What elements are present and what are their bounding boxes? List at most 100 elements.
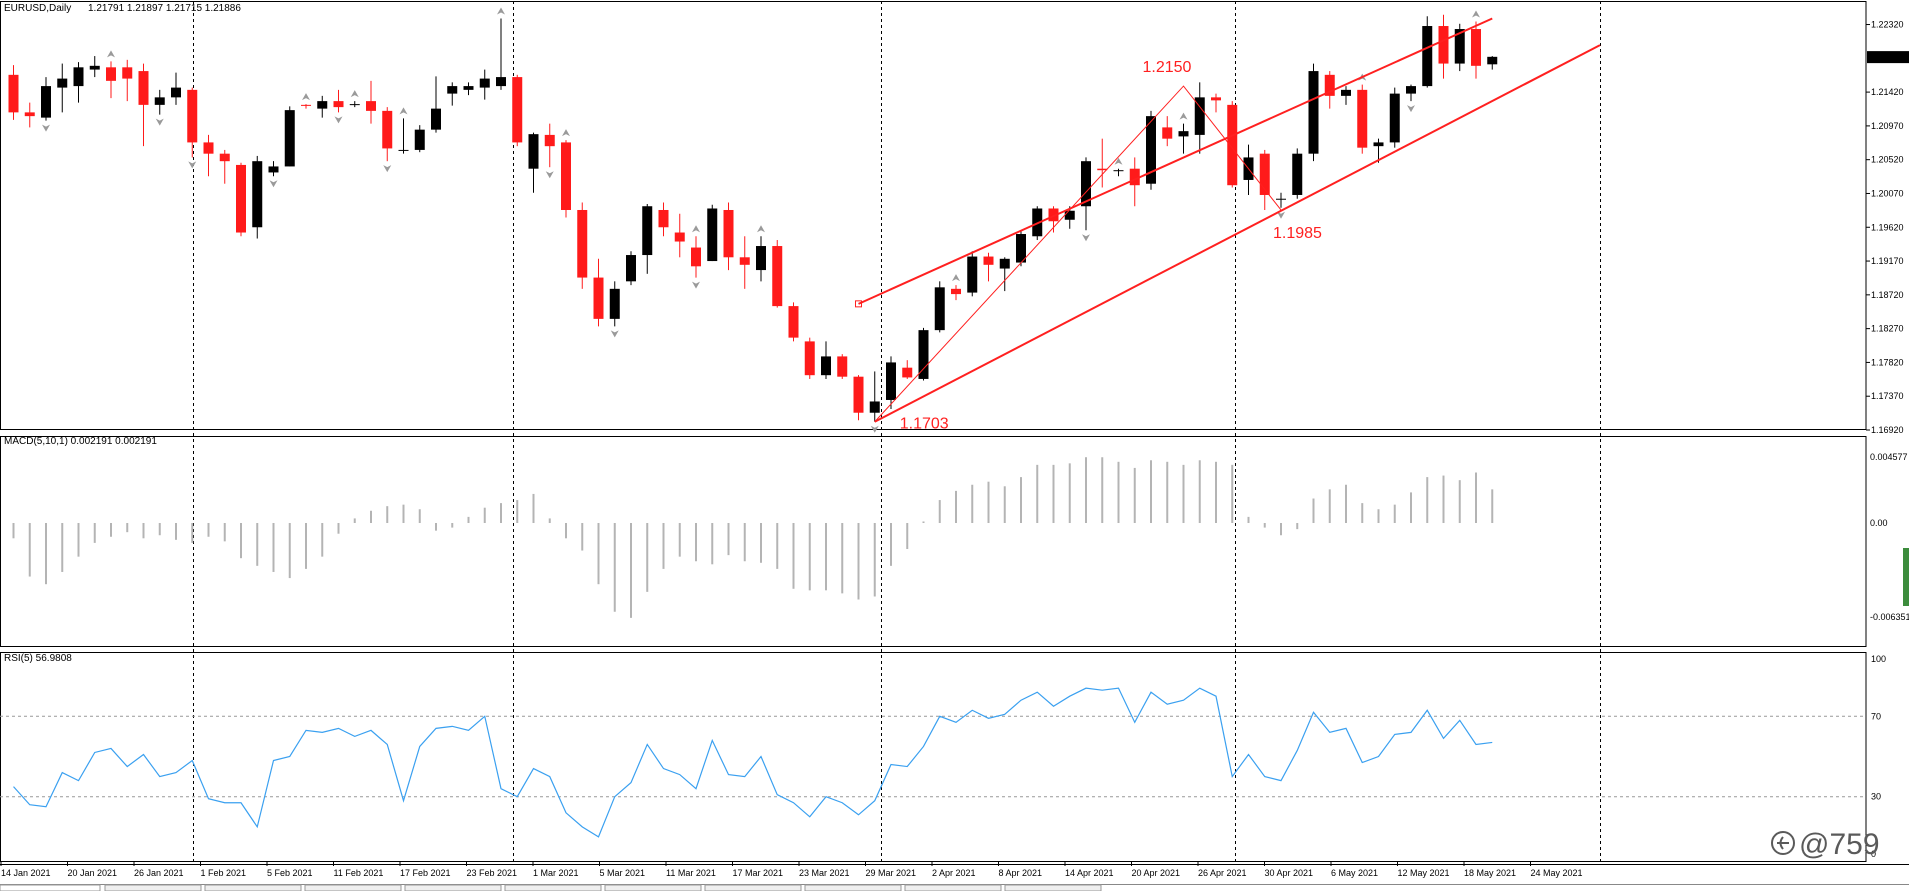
candle[interactable] — [1292, 148, 1303, 199]
candle[interactable] — [1178, 123, 1189, 154]
candle[interactable] — [57, 63, 68, 113]
candle[interactable] — [154, 89, 165, 115]
candle[interactable] — [187, 87, 198, 158]
candle[interactable] — [203, 134, 214, 177]
candle[interactable] — [1259, 149, 1270, 210]
candle[interactable] — [349, 101, 360, 108]
candle[interactable] — [41, 77, 51, 121]
candle[interactable] — [1422, 16, 1433, 88]
candle[interactable] — [1406, 84, 1416, 102]
candle[interactable] — [886, 356, 896, 409]
candle[interactable] — [918, 327, 929, 381]
candle[interactable] — [284, 106, 295, 167]
candle[interactable] — [496, 18, 506, 90]
candle[interactable] — [772, 240, 783, 308]
candle[interactable] — [658, 202, 669, 237]
candle[interactable] — [1146, 110, 1156, 190]
candle[interactable] — [366, 80, 376, 124]
candle[interactable] — [788, 302, 799, 342]
chart-tab[interactable] — [904, 884, 1002, 892]
channel-anchor[interactable] — [855, 300, 862, 308]
candle[interactable] — [171, 72, 181, 105]
candle[interactable] — [1227, 101, 1238, 188]
candle[interactable] — [479, 69, 490, 100]
candle[interactable] — [268, 161, 279, 177]
candle[interactable] — [691, 236, 701, 278]
channel-lower-line[interactable] — [874, 44, 1601, 423]
candle[interactable] — [951, 285, 961, 301]
chart-tab[interactable] — [404, 884, 502, 892]
chart-tab[interactable] — [0, 884, 101, 892]
candle[interactable] — [707, 204, 718, 262]
candle[interactable] — [593, 258, 604, 327]
candle[interactable] — [1487, 56, 1498, 70]
candle[interactable] — [609, 281, 620, 327]
channel-upper-line[interactable] — [858, 17, 1493, 305]
candle[interactable] — [674, 213, 685, 258]
candle[interactable] — [1389, 87, 1400, 148]
chart-tab[interactable] — [204, 884, 302, 892]
candle[interactable] — [561, 140, 571, 218]
candle[interactable] — [1194, 82, 1205, 154]
candle[interactable] — [869, 371, 880, 422]
chart-tab[interactable] — [104, 884, 202, 892]
chart-tab[interactable] — [504, 884, 602, 892]
candle[interactable] — [1162, 116, 1173, 147]
candle[interactable] — [1357, 84, 1368, 154]
candle[interactable] — [138, 63, 149, 147]
candle[interactable] — [853, 375, 864, 421]
candle[interactable] — [642, 203, 653, 274]
candle[interactable] — [999, 257, 1010, 292]
candle[interactable] — [447, 82, 458, 106]
candle[interactable] — [73, 62, 84, 103]
candle[interactable] — [1373, 138, 1384, 163]
scrollbar-handle[interactable] — [1903, 548, 1909, 606]
candle[interactable] — [1211, 93, 1221, 113]
candle[interactable] — [512, 74, 523, 147]
candle[interactable] — [739, 236, 750, 289]
candle[interactable] — [301, 104, 311, 109]
candle[interactable] — [934, 281, 945, 333]
chart-tab[interactable] — [704, 884, 802, 892]
candle[interactable] — [122, 59, 133, 102]
candle[interactable] — [544, 123, 555, 168]
candle[interactable] — [804, 337, 815, 379]
candle[interactable] — [236, 162, 246, 237]
candle[interactable] — [1016, 230, 1026, 267]
candle[interactable] — [837, 354, 848, 379]
candle[interactable] — [1471, 21, 1481, 79]
candle[interactable] — [333, 89, 344, 113]
candle[interactable] — [106, 61, 116, 99]
candle[interactable] — [967, 251, 978, 297]
candle[interactable] — [89, 56, 100, 78]
candle[interactable] — [1129, 157, 1140, 207]
candle[interactable] — [723, 202, 734, 271]
chart-tab[interactable] — [1004, 884, 1102, 892]
candle[interactable] — [398, 118, 409, 154]
candle[interactable] — [252, 155, 263, 239]
candle[interactable] — [528, 132, 539, 193]
candle[interactable] — [382, 107, 393, 162]
chart-tab[interactable] — [804, 884, 902, 892]
candle[interactable] — [414, 125, 425, 153]
candle[interactable] — [577, 202, 588, 289]
candle[interactable] — [983, 252, 994, 282]
candle[interactable] — [1308, 63, 1319, 162]
chart-tab[interactable] — [304, 884, 402, 892]
candle[interactable] — [431, 76, 441, 133]
candle[interactable] — [1113, 168, 1124, 177]
candle[interactable] — [463, 82, 474, 96]
candle[interactable] — [1438, 14, 1449, 79]
candle[interactable] — [1276, 192, 1286, 208]
candle[interactable] — [756, 236, 766, 282]
candle[interactable] — [1097, 138, 1108, 188]
candle[interactable] — [626, 251, 636, 286]
candle[interactable] — [1341, 86, 1351, 105]
candle[interactable] — [1324, 71, 1335, 109]
candle[interactable] — [8, 65, 19, 120]
chart-tab[interactable] — [604, 884, 702, 892]
candle[interactable] — [1454, 23, 1465, 72]
candle[interactable] — [1081, 157, 1091, 231]
candle[interactable] — [24, 102, 35, 128]
